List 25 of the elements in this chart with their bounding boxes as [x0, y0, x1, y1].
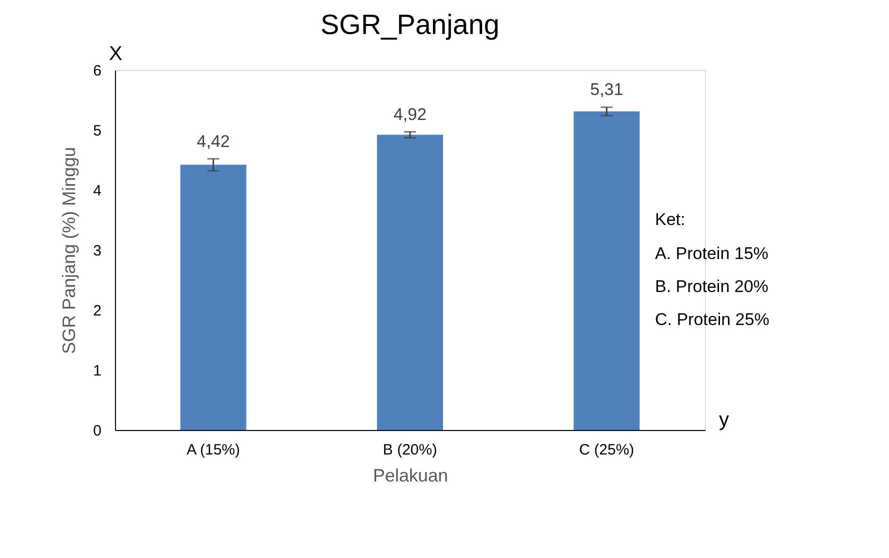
- x-tick-label: A (15%): [186, 442, 240, 458]
- bar: [180, 164, 246, 430]
- chart-title: SGR_Panjang: [320, 9, 500, 40]
- y-tick-label: 2: [93, 302, 102, 320]
- data-label: 4,92: [393, 104, 427, 124]
- y-tick-label: 6: [93, 62, 102, 80]
- bar: [377, 134, 443, 430]
- x-tick-label: C (25%): [579, 442, 634, 458]
- y-tick-label: 0: [93, 422, 102, 440]
- annotation: B. Protein 20%: [655, 277, 768, 296]
- y-tick-label: 5: [93, 122, 102, 140]
- x-axis-title: Pelakuan: [372, 466, 448, 486]
- text: X: [109, 43, 122, 65]
- text: y: [719, 409, 729, 431]
- y-tick-label: 4: [93, 182, 102, 200]
- data-label: 4,42: [196, 132, 230, 151]
- y-axis-title: SGR Panjang (%) Minggu: [59, 146, 80, 354]
- y-tick-label: 1: [93, 362, 102, 380]
- annotation: Ket:: [655, 210, 686, 229]
- y-tick-label: 3: [93, 242, 102, 260]
- annotation: A. Protein 15%: [655, 244, 768, 263]
- bar: [574, 111, 640, 430]
- annotation: C. Protein 25%: [655, 310, 770, 329]
- x-tick-label: B (20%): [382, 442, 438, 458]
- data-label: 5,31: [590, 80, 624, 100]
